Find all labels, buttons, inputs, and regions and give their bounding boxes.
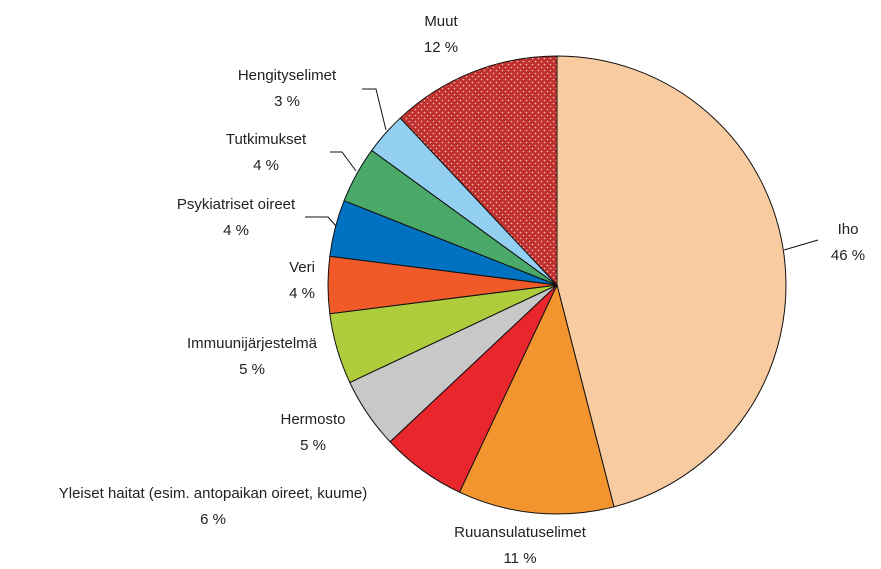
slice-value-label: 6 % [200, 511, 226, 528]
slice-value-label: 4 % [223, 222, 249, 239]
slice-value-label: 12 % [424, 39, 458, 56]
slice-value-label: 3 % [274, 93, 300, 110]
leader-line [305, 216, 337, 227]
slice-value-label: 46 % [831, 247, 865, 264]
pie-slice [458, 283, 615, 515]
slice-label: Muut [424, 13, 458, 30]
slice-label: Tutkimukset [226, 131, 307, 148]
slice-label: Veri [289, 259, 315, 276]
slice-value-label: 5 % [300, 437, 326, 454]
pie-slice [399, 55, 558, 287]
slice-value-label: 4 % [289, 285, 315, 302]
leader-line [783, 239, 819, 251]
slice-value-label: 5 % [239, 361, 265, 378]
slice-value-label: 4 % [253, 157, 279, 174]
slice-label: Yleiset haitat (esim. antopaikan oireet,… [59, 485, 368, 502]
slice-value-label: 11 % [503, 550, 536, 567]
slice-label: Hengityselimet [238, 67, 337, 84]
leader-line [330, 151, 357, 172]
slice-label: Immuunijärjestelmä [187, 335, 318, 352]
slice-label: Iho [838, 221, 859, 238]
slice-label: Psykiatriset oireet [177, 196, 296, 213]
pie-slice [556, 55, 787, 508]
slice-label: Ruuansulatuselimet [454, 524, 587, 541]
leader-line [362, 88, 387, 131]
slice-label: Hermosto [280, 411, 345, 428]
